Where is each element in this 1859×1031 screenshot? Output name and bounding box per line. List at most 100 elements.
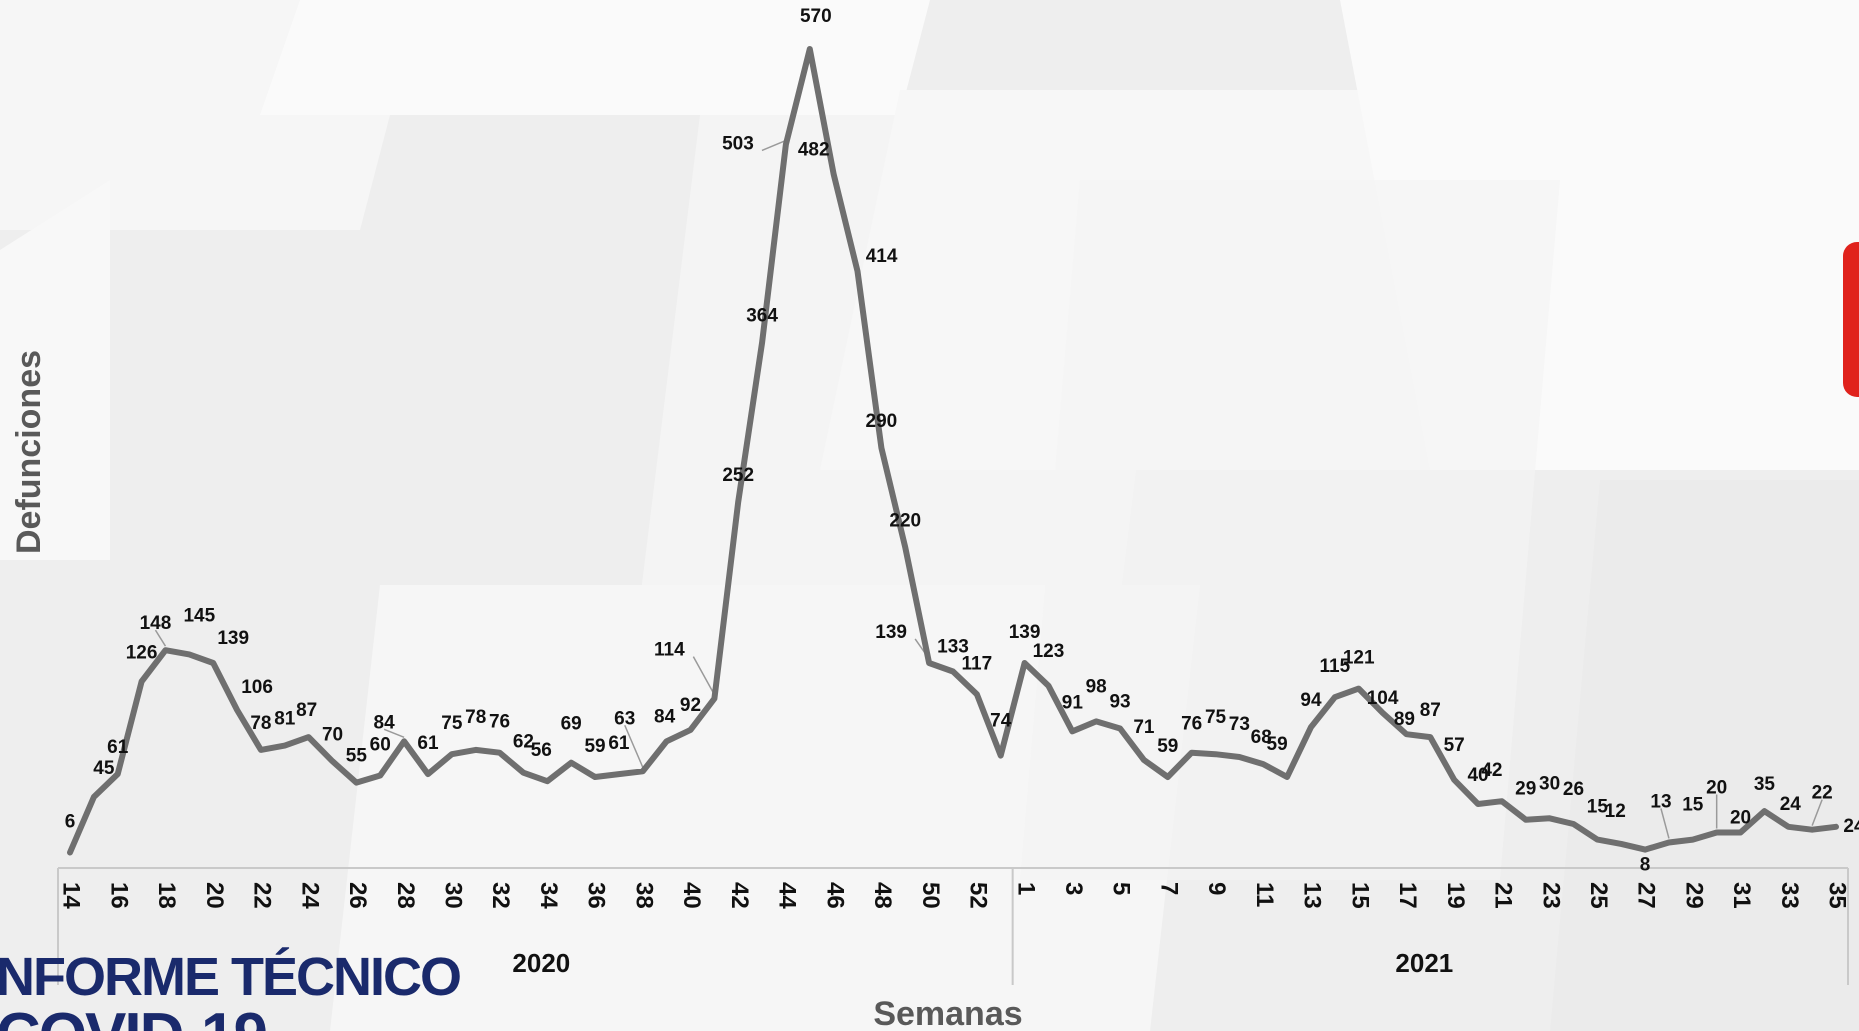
data-label: 8: [1640, 855, 1651, 876]
data-label: 139: [217, 628, 249, 649]
x-axis-title: Semanas: [873, 995, 1022, 1031]
data-label: 139: [875, 622, 907, 643]
data-label: 75: [1205, 707, 1227, 728]
data-label: 290: [866, 411, 898, 432]
data-label: 76: [489, 712, 510, 733]
data-label: 139: [1009, 622, 1041, 643]
leader-line: [154, 629, 167, 647]
data-label: 59: [1157, 736, 1178, 757]
data-label: 104: [1367, 688, 1399, 709]
x-tick-label: 34: [535, 882, 562, 909]
data-label: 126: [126, 643, 158, 664]
data-label: 59: [1267, 734, 1288, 755]
data-label: 30: [1539, 773, 1560, 794]
x-tick-label: 26: [344, 882, 371, 909]
data-label: 114: [654, 640, 685, 661]
x-tick-labels: 14 16 18 20 22 24 26 28 30 32 34 36 38 40 42 44 46 48 50 52…: [58, 882, 1851, 909]
x-tick-label: 21: [1490, 882, 1517, 909]
x-tick-label: 29: [1680, 882, 1707, 909]
x-tick-label: 44: [774, 882, 801, 909]
report-brand-subtitle: COVID-19: [0, 1005, 266, 1031]
data-label: 61: [107, 737, 129, 758]
data-label: 78: [465, 707, 486, 728]
data-label: 87: [296, 700, 317, 721]
x-tick-label: 7: [1155, 882, 1182, 895]
x-tick-label: 17: [1394, 882, 1421, 909]
x-tick-label: 46: [821, 882, 848, 909]
data-label: 62: [513, 732, 534, 753]
data-label: 59: [584, 736, 605, 757]
data-label: 570: [800, 6, 832, 27]
data-label: 121: [1343, 648, 1375, 669]
x-tick-label: 35: [1824, 882, 1851, 909]
data-label: 414: [866, 246, 898, 267]
data-label: 15: [1682, 795, 1704, 816]
data-label: 69: [561, 714, 582, 735]
data-label: 98: [1086, 676, 1107, 697]
x-tick-label: 20: [201, 882, 228, 909]
data-label: 503: [722, 133, 754, 154]
series-line: [67, 46, 1839, 856]
data-label: 123: [1033, 641, 1065, 662]
data-label: 22: [1812, 783, 1833, 804]
x-tick-label: 22: [249, 882, 276, 909]
x-tick-label: 36: [583, 882, 610, 909]
x-tick-label: 48: [869, 882, 896, 909]
x-tick-label: 27: [1633, 882, 1660, 909]
data-label: 57: [1444, 735, 1465, 756]
data-label: 24: [1843, 816, 1859, 837]
x-tick-label: 40: [678, 882, 705, 909]
leader-line: [383, 728, 405, 739]
data-label: 84: [654, 706, 676, 727]
data-label: 71: [1133, 717, 1155, 738]
data-label: 106: [241, 677, 273, 698]
x-tick-label: 18: [153, 882, 180, 909]
data-label: 74: [990, 711, 1012, 732]
x-tick-label: 52: [965, 882, 992, 909]
leader-line: [1811, 799, 1823, 826]
data-label: 87: [1420, 700, 1441, 721]
leader-lines: [154, 139, 1823, 839]
x-tick-label: 15: [1346, 882, 1373, 909]
data-label: 117: [962, 653, 993, 674]
x-tick-label: 32: [487, 882, 514, 909]
leader-line: [624, 724, 644, 768]
data-label: 26: [1563, 779, 1584, 800]
data-label: 61: [417, 733, 439, 754]
leader-line: [761, 139, 787, 152]
x-tick-label: 5: [1108, 882, 1135, 895]
data-label: 115: [1320, 656, 1351, 677]
data-label: 55: [346, 746, 368, 767]
year-labels: 2020 2021: [512, 948, 1453, 978]
data-label: 220: [889, 511, 921, 532]
data-label: 13: [1650, 791, 1671, 812]
x-tick-label: 9: [1203, 882, 1230, 895]
x-axis: [57, 867, 1849, 985]
x-tick-label: 31: [1728, 882, 1755, 909]
data-label: 60: [370, 735, 391, 756]
data-label: 252: [722, 465, 754, 486]
data-label: 482: [798, 139, 830, 160]
y-axis-title: Defunciones: [10, 350, 48, 554]
data-label: 45: [93, 758, 115, 779]
data-label: 40: [1467, 765, 1488, 786]
data-label: 63: [614, 708, 635, 729]
data-label: 29: [1515, 779, 1536, 800]
leader-line: [1660, 808, 1670, 839]
x-tick-label: 3: [1060, 882, 1087, 895]
report-brand-title: NFORME TÉCNICO: [0, 947, 462, 1007]
x-tick-label: 25: [1585, 882, 1612, 909]
data-label: 6: [65, 811, 76, 832]
data-label: 148: [140, 613, 172, 634]
x-tick-label: 50: [917, 882, 944, 909]
data-label: 61: [608, 733, 630, 754]
data-label: 364: [746, 305, 778, 326]
leader-line: [692, 656, 716, 695]
data-label: 78: [250, 713, 271, 734]
data-label: 75: [441, 713, 463, 734]
data-label: 20: [1730, 808, 1751, 829]
data-label: 84: [374, 712, 396, 733]
x-tick-label: 24: [296, 882, 323, 909]
